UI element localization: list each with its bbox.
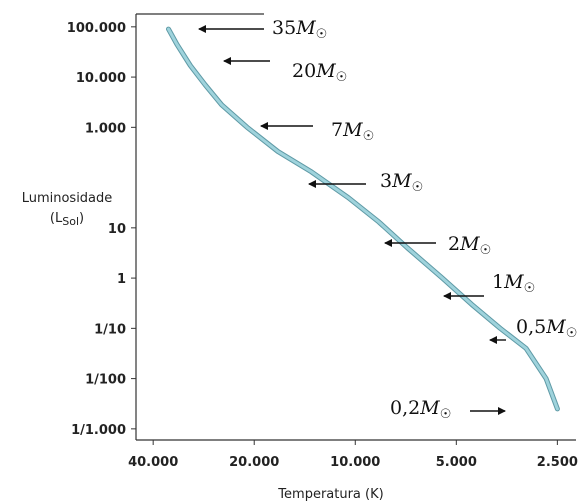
y-tick-label: 10.000 [76,71,126,86]
y-tick-label: 1 [117,272,126,287]
x-tick-label: 2.500 [537,455,578,470]
y-tick-label: 1/100 [85,373,126,388]
x-axis-label: Temperatura (K) [277,487,383,502]
main-sequence-outline [166,26,560,412]
y-axis-label-sub: Sol [62,215,79,228]
mass-label: 20M☉ [292,60,347,85]
mass-label: 2M☉ [448,233,491,258]
y-tick-label: 1/10 [94,322,126,337]
sun-symbol: ☉ [316,27,328,42]
ticks: 100.000 10.000 1.000 10 1 1/10 1/100 1/1.000 40.… [67,21,578,470]
mass-label: 3M☉ [380,170,423,195]
mass-symbol: M [545,316,566,338]
mass-value: 20 [292,60,316,82]
x-tick-label: 5.000 [436,455,477,470]
mass-label: 0,2M☉ [390,397,451,422]
mass-value: 1 [492,271,504,293]
y-axis-label-close: ) [79,211,84,226]
mass-symbol: M [459,233,480,255]
y-tick-label: 10 [108,222,126,237]
y-tick-label: 1.000 [85,121,126,136]
annotations: 35M☉20M☉7M☉3M☉2M☉1M☉0,5M☉0,2M☉ [198,17,577,422]
mass-value: 7 [331,119,343,141]
series [166,26,560,412]
mass-label: 35M☉ [272,17,327,42]
sun-symbol: ☉ [480,243,492,258]
mass-symbol: M [391,170,412,192]
y-tick-label: 1/1.000 [71,423,126,438]
mass-symbol: M [295,17,316,39]
y-tick-label: 100.000 [67,21,126,36]
mass-symbol: M [503,271,524,293]
sun-symbol: ☉ [363,129,375,144]
mass-value: 3 [380,170,392,192]
axes [135,13,576,441]
sun-symbol: ☉ [524,281,536,296]
mass-value: 35 [272,17,296,39]
axis-labels: Temperatura (K) Luminosidade (LSol) [22,191,384,502]
main-sequence-line [167,27,559,411]
sun-symbol: ☉ [336,70,348,85]
sun-symbol: ☉ [566,326,578,341]
mass-value: 0,5 [516,316,546,338]
x-tick-label: 40.000 [128,455,178,470]
x-tick-label: 20.000 [229,455,279,470]
mass-value: 0,2 [390,397,420,419]
mass-label: 7M☉ [331,119,374,144]
x-tick-label: 10.000 [330,455,380,470]
y-axis-label-open: (L [50,211,63,226]
mass-symbol: M [342,119,363,141]
mass-symbol: M [419,397,440,419]
y-axis-label-line1: Luminosidade [22,191,113,206]
sun-symbol: ☉ [412,180,424,195]
mass-value: 2 [448,233,460,255]
y-axis-label-line2: (LSol) [50,211,84,228]
mass-label: 1M☉ [492,271,535,296]
mass-label: 0,5M☉ [516,316,577,341]
mass-symbol: M [315,60,336,82]
sun-symbol: ☉ [440,407,452,422]
